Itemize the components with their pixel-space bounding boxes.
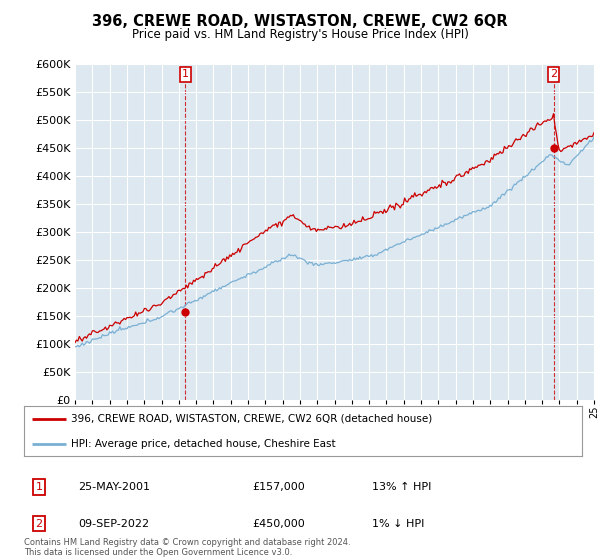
Text: 25-MAY-2001: 25-MAY-2001 bbox=[78, 482, 150, 492]
Text: £157,000: £157,000 bbox=[252, 482, 305, 492]
Text: 2: 2 bbox=[550, 69, 557, 80]
Text: 1: 1 bbox=[182, 69, 189, 80]
Text: HPI: Average price, detached house, Cheshire East: HPI: Average price, detached house, Ches… bbox=[71, 439, 336, 449]
Text: 09-SEP-2022: 09-SEP-2022 bbox=[78, 519, 149, 529]
Text: 1% ↓ HPI: 1% ↓ HPI bbox=[372, 519, 424, 529]
Text: 1: 1 bbox=[35, 482, 43, 492]
Text: £450,000: £450,000 bbox=[252, 519, 305, 529]
Text: 2: 2 bbox=[35, 519, 43, 529]
Text: 396, CREWE ROAD, WISTASTON, CREWE, CW2 6QR: 396, CREWE ROAD, WISTASTON, CREWE, CW2 6… bbox=[92, 14, 508, 29]
Text: 396, CREWE ROAD, WISTASTON, CREWE, CW2 6QR (detached house): 396, CREWE ROAD, WISTASTON, CREWE, CW2 6… bbox=[71, 414, 433, 423]
Text: Contains HM Land Registry data © Crown copyright and database right 2024.
This d: Contains HM Land Registry data © Crown c… bbox=[24, 538, 350, 557]
Text: Price paid vs. HM Land Registry's House Price Index (HPI): Price paid vs. HM Land Registry's House … bbox=[131, 28, 469, 41]
Text: 13% ↑ HPI: 13% ↑ HPI bbox=[372, 482, 431, 492]
